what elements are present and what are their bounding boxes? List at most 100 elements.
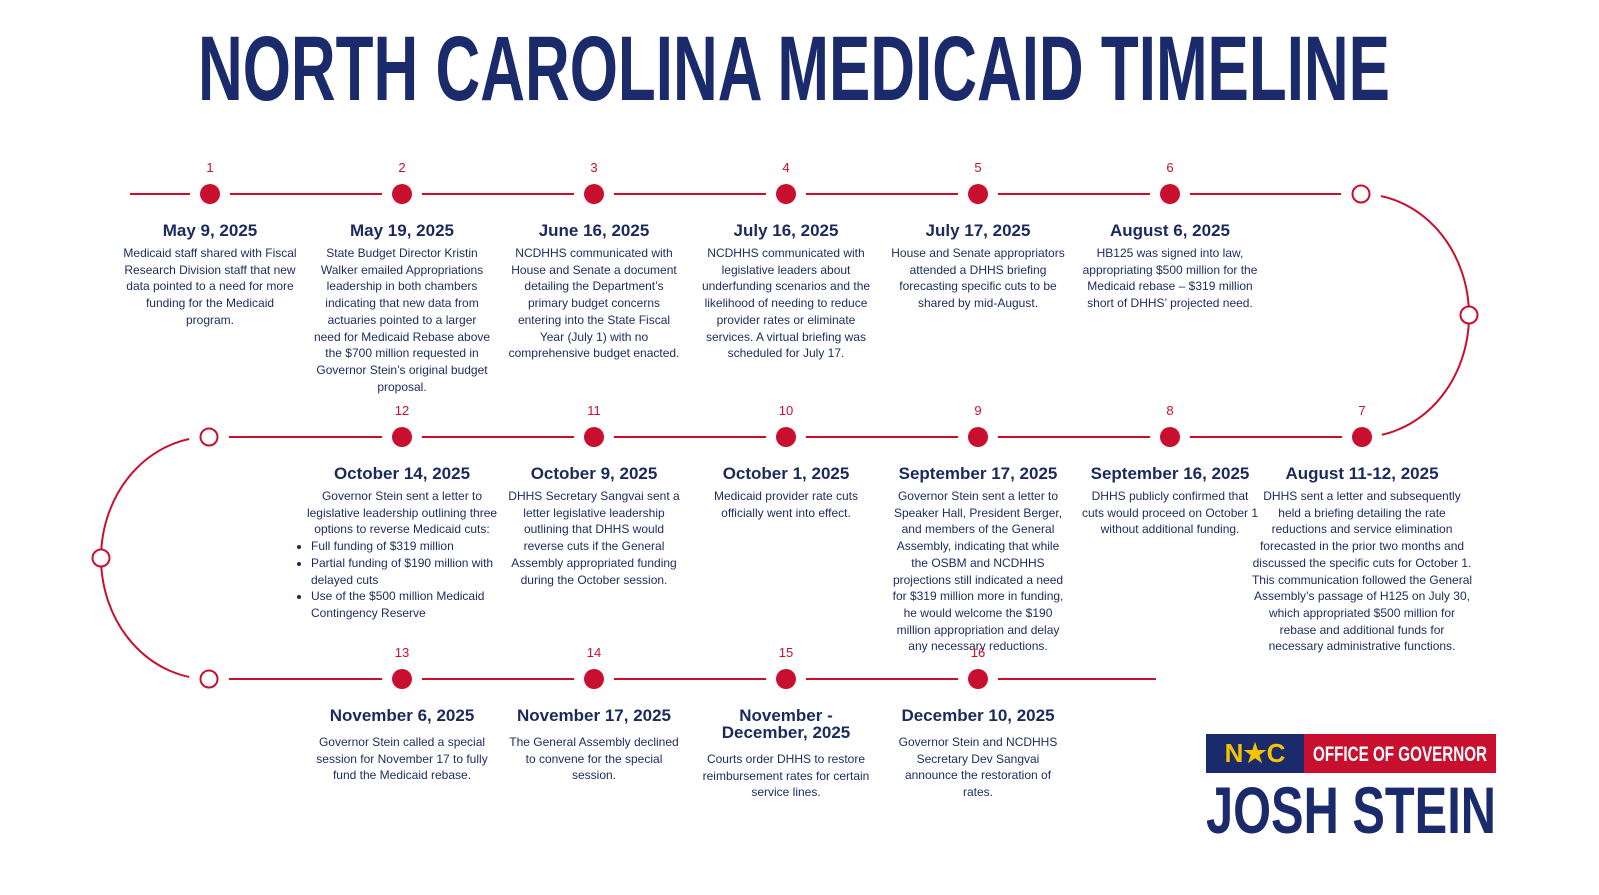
logo-office-box xyxy=(1304,734,1496,773)
event-text: DHHS Secretary Sangvai sent a letter leg… xyxy=(508,489,680,587)
event-node xyxy=(776,669,796,689)
event-text: HB125 was signed into law, appropriating… xyxy=(1082,246,1258,311)
event-text: Courts order DHHS to restore reimburseme… xyxy=(702,752,870,800)
event-node xyxy=(584,427,604,447)
event-date: July 17, 2025 xyxy=(925,221,1031,240)
event: June 16, 2025 NCDHHS communicated with Ho… xyxy=(505,222,683,362)
event-number: 12 xyxy=(394,403,410,418)
event-node xyxy=(392,427,412,447)
event-date: August 6, 2025 xyxy=(1110,221,1230,240)
event-number: 9 xyxy=(974,403,982,418)
open-node xyxy=(199,669,219,689)
logo: N★C OFFICE OF GOVERNOR JOSH STEIN xyxy=(1206,734,1496,847)
event-date: October 9, 2025 xyxy=(530,464,658,483)
event-text: Governor Stein sent a letter to Speaker … xyxy=(892,489,1064,654)
event: July 17, 2025 House and Senate appropriat… xyxy=(889,222,1067,312)
event-node xyxy=(968,184,988,204)
event: October 1, 2025 Medicaid provider rate cu… xyxy=(697,465,875,521)
logo-mark-box xyxy=(1206,734,1304,773)
event-date: May 19, 2025 xyxy=(350,221,454,240)
bullet: Full funding of $319 million xyxy=(311,538,507,555)
event-date: October 1, 2025 xyxy=(722,464,850,483)
event-node xyxy=(1160,184,1180,204)
event-date: December 10, 2025 xyxy=(901,706,1055,725)
curve xyxy=(1360,193,1470,438)
event-node xyxy=(584,184,604,204)
event: November 17, 2025 The General Assembly de… xyxy=(505,707,683,784)
event-number: 7 xyxy=(1358,403,1366,418)
event-text: Governor Stein sent a letter to legislat… xyxy=(306,489,498,537)
logo-name: JOSH STEIN xyxy=(1206,773,1496,847)
open-node xyxy=(199,427,219,447)
event: October 14, 2025 Governor Stein sent a le… xyxy=(297,465,507,622)
event-date: September 16, 2025 xyxy=(1090,464,1250,483)
event-number: 16 xyxy=(970,645,986,660)
event-text: The General Assembly declined to convene… xyxy=(509,735,679,783)
event-node xyxy=(392,184,412,204)
event-date: May 9, 2025 xyxy=(162,221,258,240)
event-date: November 6, 2025 xyxy=(329,706,475,725)
event-number: 6 xyxy=(1166,160,1174,175)
event: November - December, 2025 Courts order DH… xyxy=(697,707,875,801)
bullet: Use of the $500 million Medicaid Conting… xyxy=(311,588,507,621)
event-number: 11 xyxy=(587,403,601,418)
event-date: October 14, 2025 xyxy=(333,464,471,483)
event-number: 13 xyxy=(394,645,410,660)
event-number: 5 xyxy=(974,160,982,175)
event: October 9, 2025 DHHS Secretary Sangvai se… xyxy=(505,465,683,588)
event: July 16, 2025 NCDHHS communicated with le… xyxy=(697,222,875,362)
event-text: DHHS sent a letter and subsequently held… xyxy=(1251,489,1473,654)
event-text: NCDHHS communicated with legislative lea… xyxy=(701,246,871,361)
event-node xyxy=(200,184,220,204)
logo-office: OFFICE OF GOVERNOR xyxy=(1313,743,1487,766)
open-node xyxy=(1459,305,1479,325)
event-number: 14 xyxy=(586,645,602,660)
event-node xyxy=(776,184,796,204)
title: NORTH CAROLINA MEDICAID TIMELINE xyxy=(198,18,1390,120)
event-node xyxy=(776,427,796,447)
event-node xyxy=(968,427,988,447)
event-text: Medicaid provider rate cuts officially w… xyxy=(713,489,859,520)
event-number: 2 xyxy=(398,160,406,175)
event-text: NCDHHS communicated with House and Senat… xyxy=(508,246,680,361)
dots xyxy=(91,174,1479,699)
event-text: Governor Stein and NCDHHS Secretary Dev … xyxy=(898,735,1058,800)
curve xyxy=(100,436,210,680)
event: May 9, 2025 Medicaid staff shared with Fi… xyxy=(121,222,299,329)
event-text: House and Senate appropriators attended … xyxy=(891,246,1065,311)
event-text: Governor Stein called a special session … xyxy=(316,735,488,783)
event-number: 15 xyxy=(778,645,794,660)
event-number: 1 xyxy=(206,160,214,175)
event-node xyxy=(1160,427,1180,447)
open-node xyxy=(91,548,111,568)
open-node xyxy=(1351,184,1371,204)
event-number: 3 xyxy=(590,160,598,175)
event: December 10, 2025 Governor Stein and NCDH… xyxy=(889,707,1067,801)
event-date: November 17, 2025 xyxy=(516,706,672,725)
event: September 16, 2025 DHHS publicly confirme… xyxy=(1081,465,1259,538)
event-date: August 11-12, 2025 xyxy=(1285,464,1439,483)
event-text: Medicaid staff shared with Fiscal Resear… xyxy=(123,246,297,327)
bullet: Partial funding of $190 million with del… xyxy=(311,555,507,588)
event-date: September 17, 2025 xyxy=(898,464,1058,483)
logo-mark: N★C xyxy=(1225,738,1286,768)
event: November 6, 2025 Governor Stein called a … xyxy=(313,707,491,784)
event-date: July 16, 2025 xyxy=(733,221,839,240)
event: September 17, 2025 Governor Stein sent a … xyxy=(889,465,1067,655)
event-number: 10 xyxy=(778,403,794,418)
event: August 11-12, 2025 DHHS sent a letter and… xyxy=(1251,465,1473,655)
event: August 6, 2025 HB125 was signed into law,… xyxy=(1081,222,1259,312)
event-date: November - December, 2025 xyxy=(721,706,851,742)
event-node xyxy=(1352,427,1372,447)
bullet-list: Full funding of $319 millionPartial fund… xyxy=(297,538,507,622)
event-date: June 16, 2025 xyxy=(538,221,650,240)
event-number: 8 xyxy=(1166,403,1174,418)
event-node xyxy=(392,669,412,689)
event-text: State Budget Director Kristin Walker ema… xyxy=(313,246,491,394)
event-number: 4 xyxy=(782,160,790,175)
event: May 19, 2025 State Budget Director Kristi… xyxy=(313,222,491,395)
event-node xyxy=(968,669,988,689)
event-node xyxy=(584,669,604,689)
